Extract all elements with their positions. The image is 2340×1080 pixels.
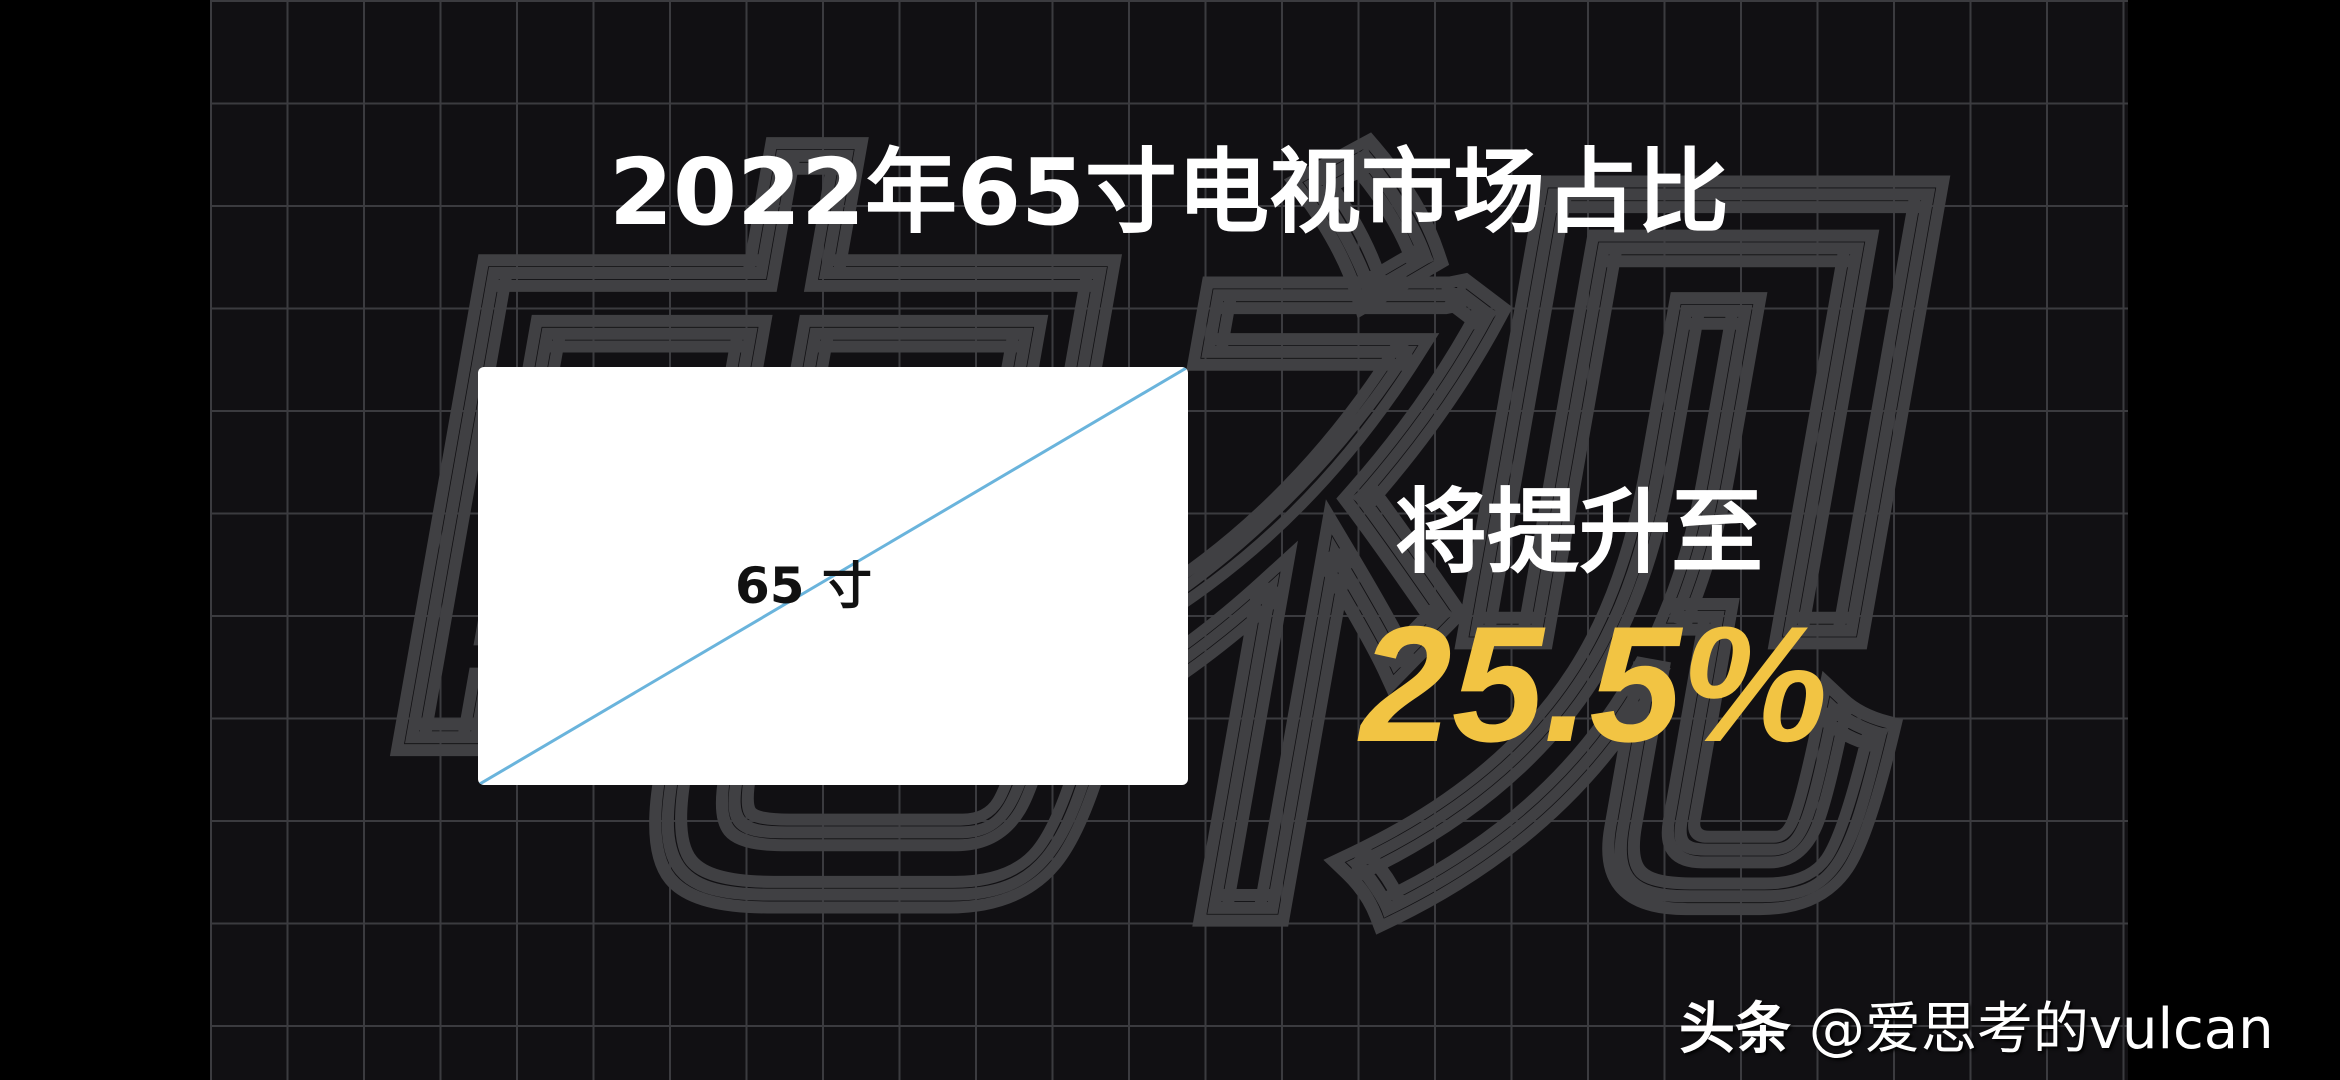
watermark-brand: 头条: [1679, 997, 1791, 1062]
tv-diagonal-line: [478, 367, 1188, 785]
percentage-value: 25.5%: [1360, 592, 1828, 776]
watermark-handle: @爱思考的vulcan: [1808, 997, 2274, 1062]
watermark: 头条 @爱思考的vulcan: [1679, 984, 2274, 1065]
headline-text: 将提升至: [1395, 479, 1764, 586]
tv-size-label: 65 寸: [735, 557, 872, 615]
slide-title: 2022年65寸电视市场占比: [608, 139, 1730, 246]
tv-screen-illustration: [478, 367, 1188, 785]
video-frame: 电视 2022年65寸电视市场占比 65 寸 将提升至 25.5%: [210, 0, 2128, 1080]
